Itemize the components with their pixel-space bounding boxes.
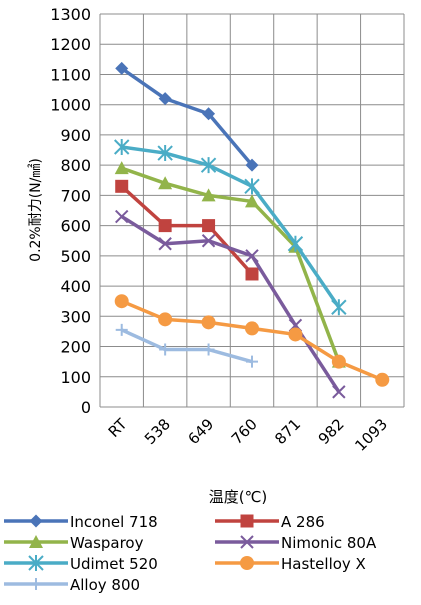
- series-4-point-2: [200, 157, 217, 174]
- y-tick-label-13: 1300: [50, 5, 91, 24]
- series-4: [114, 139, 347, 316]
- x-tick-label-2: 649: [184, 415, 217, 448]
- series-4-point-5: [331, 299, 347, 316]
- y-tick-label-2: 200: [60, 338, 91, 357]
- series-3: [115, 209, 346, 399]
- legend-label-2: Wasparoy: [70, 534, 144, 552]
- y-tick-label-5: 500: [60, 247, 91, 266]
- series-2-point-2: [201, 188, 216, 202]
- series-0: [115, 61, 259, 172]
- series-0-point-3: [245, 158, 259, 172]
- series-2-point-0: [114, 161, 129, 175]
- legend-marker-1: [240, 514, 254, 528]
- series-6-point-2: [202, 343, 215, 356]
- legend-item-4: Udimet 520: [4, 555, 158, 573]
- series-4-point-3: [244, 178, 260, 195]
- y-tick-label-6: 600: [60, 217, 91, 236]
- legend-label-4: Udimet 520: [70, 555, 158, 573]
- series-6-point-0: [115, 323, 128, 336]
- series-line-6: [120, 328, 253, 364]
- legend-item-3: Nimonic 80A: [215, 534, 377, 552]
- series-0-point-2: [202, 107, 216, 121]
- series-3-point-5: [332, 385, 346, 399]
- y-tick-label-0: 0: [81, 398, 91, 417]
- y-axis-ticks: 0 100 200 300 400 500 600 700 800 900 1000 1100 1200…: [50, 5, 91, 417]
- y-tick-label-9: 900: [60, 126, 91, 145]
- series-3-point-0: [115, 209, 129, 224]
- series-line-3: [120, 215, 341, 393]
- series-1-point-1: [158, 219, 172, 233]
- y-tick-label-4: 400: [60, 277, 91, 296]
- series-3-point-3: [245, 249, 259, 263]
- legend: Inconel 718 A 286 Wasparoy Nimonic 80A Udime…: [4, 513, 377, 594]
- y-tick-label-11: 1100: [50, 65, 91, 84]
- legend-label-5: Hastelloy X: [281, 555, 366, 573]
- x-tick-label-5: 982: [315, 415, 348, 448]
- series-3-point-1: [158, 237, 172, 251]
- legend-marker-0: [29, 514, 43, 528]
- y-axis-label: 0.2%耐力(N/㎟): [28, 158, 44, 262]
- series-6-point-3: [246, 355, 258, 368]
- x-tick-label-0: RT: [105, 415, 131, 441]
- plot-grid: [99, 13, 405, 408]
- series-2-point-3: [245, 194, 259, 208]
- series-4-point-0: [114, 139, 130, 156]
- legend-label-3: Nimonic 80A: [281, 534, 377, 552]
- y-tick-label-1: 100: [60, 368, 91, 387]
- x-tick-label-1: 538: [141, 415, 174, 448]
- series-1-point-2: [202, 219, 216, 233]
- legend-label-0: Inconel 718: [70, 513, 158, 531]
- legend-label-1: A 286: [281, 513, 325, 531]
- legend-item-1: A 286: [215, 513, 325, 531]
- series-3-point-2: [201, 234, 216, 248]
- series-0-point-1: [158, 92, 172, 106]
- x-tick-label-6: 1093: [351, 415, 391, 455]
- series-6: [115, 323, 258, 368]
- y-tick-label-12: 1200: [50, 35, 91, 54]
- legend-item-2: Wasparoy: [4, 534, 144, 552]
- series-5: [114, 294, 390, 387]
- series-5-point-3: [245, 321, 259, 336]
- series-lines: [114, 61, 390, 399]
- series-line-0: [120, 66, 254, 167]
- series-line-2: [121, 166, 341, 363]
- y-tick-label-3: 300: [60, 307, 91, 326]
- x-axis-ticks: RT 538 649 760 871 982 1093: [105, 415, 391, 455]
- legend-marker-3: [240, 535, 254, 549]
- legend-marker-4: [28, 555, 44, 571]
- series-5-point-6: [375, 372, 390, 387]
- series-5-point-2: [201, 315, 216, 330]
- legend-marker-6: [30, 578, 42, 590]
- legend-label-6: Alloy 800: [70, 576, 140, 594]
- series-line-4: [121, 145, 341, 309]
- x-tick-label-4: 871: [271, 415, 304, 448]
- series-5-point-4: [288, 327, 303, 342]
- x-axis-label: 温度(℃): [209, 488, 268, 506]
- y-tick-label-10: 1000: [50, 96, 91, 115]
- series-4-point-4: [287, 235, 304, 252]
- legend-item-5: Hastelloy X: [215, 555, 366, 573]
- y-tick-label-7: 700: [60, 186, 91, 205]
- legend-marker-5: [240, 556, 254, 570]
- legend-item-0: Inconel 718: [4, 513, 158, 531]
- series-5-point-0: [114, 294, 129, 309]
- x-tick-label-3: 760: [228, 415, 261, 448]
- y-tick-label-8: 800: [60, 156, 91, 175]
- series-0-point-0: [115, 61, 129, 75]
- series-1-point-0: [115, 179, 129, 193]
- series-4-point-1: [157, 145, 173, 162]
- series-5-point-1: [158, 312, 173, 327]
- series-2: [114, 161, 346, 368]
- legend-marker-2: [29, 535, 43, 548]
- legend-item-6: Alloy 800: [4, 576, 140, 594]
- series-2-point-1: [158, 176, 173, 190]
- series-1-point-3: [245, 267, 259, 281]
- series-6-point-1: [159, 343, 172, 356]
- series-5-point-5: [331, 354, 346, 369]
